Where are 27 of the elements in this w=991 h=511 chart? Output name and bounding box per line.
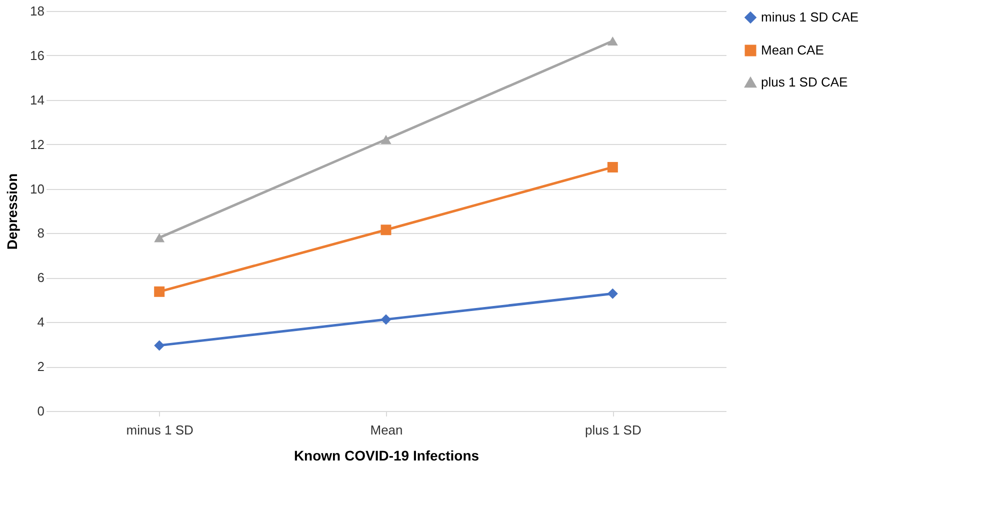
- x-tick-label: Mean: [370, 422, 403, 438]
- y-tick-label: 12: [30, 136, 44, 152]
- x-tick-label: minus 1 SD: [126, 422, 194, 438]
- point: [380, 314, 392, 325]
- y-tick-label: 4: [37, 314, 44, 330]
- y-tick-label: 8: [37, 226, 44, 241]
- y-tick-label: 0: [37, 404, 44, 418]
- point: [154, 340, 165, 351]
- point: [154, 286, 165, 297]
- point: [607, 288, 618, 299]
- legend-label: plus 1 SD CAE: [761, 74, 848, 90]
- point: [154, 233, 165, 242]
- point: [380, 224, 392, 236]
- y-tick-label: 2: [37, 359, 44, 374]
- legend-label: minus 1 SD CAE: [761, 10, 859, 24]
- x-axis-title: Known COVID-19 Infections: [294, 448, 480, 464]
- y-tick-label: 18: [30, 4, 44, 18]
- y-axis-title: Depression: [4, 173, 20, 250]
- y-tick-label: 10: [30, 181, 44, 196]
- y-tick-label: 6: [37, 270, 44, 286]
- point: [380, 134, 392, 144]
- point: [607, 162, 618, 172]
- point: [607, 36, 618, 46]
- y-tick-label: 14: [30, 92, 44, 108]
- x-tick-label: plus 1 SD: [584, 422, 642, 438]
- legend-label: Mean CAE: [761, 42, 824, 58]
- y-tick-label: 16: [30, 48, 44, 63]
